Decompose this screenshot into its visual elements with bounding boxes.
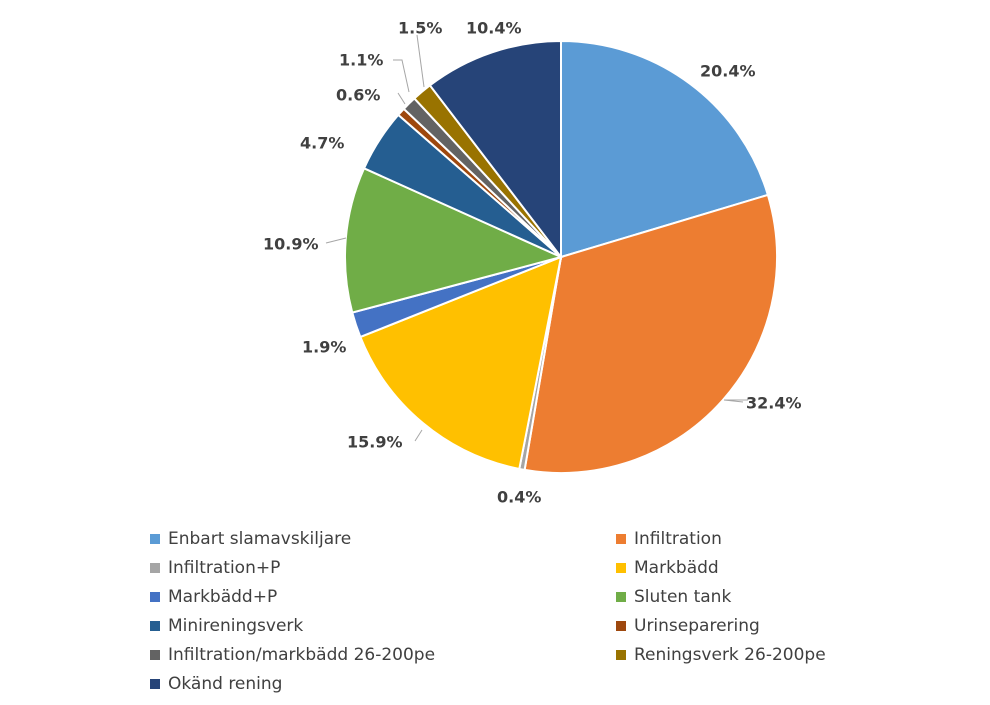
legend-swatch-8	[616, 620, 626, 631]
data-label-3: 0.4%	[497, 488, 541, 507]
data-label-8: 0.6%	[336, 86, 380, 105]
leader-line-9	[393, 59, 410, 93]
data-label-1: 20.4%	[700, 62, 756, 81]
pie-slice-11	[428, 39, 562, 260]
leader-line-4	[414, 429, 423, 442]
data-label-11: 10.4%	[466, 19, 522, 38]
legend-item-11: Okänd rening	[150, 669, 616, 698]
legend-swatch-10	[616, 649, 626, 660]
legend-swatch-4	[616, 562, 626, 573]
data-label-4: 15.9%	[347, 433, 403, 452]
legend-swatch-11	[150, 678, 160, 689]
legend-label-7: Minireningsverk	[168, 615, 304, 636]
data-label-6: 10.9%	[263, 235, 319, 254]
legend-item-3: Infiltration+P	[150, 553, 616, 582]
legend-item-8: Urinseparering	[616, 611, 906, 640]
legend-swatch-7	[150, 620, 160, 631]
legend-item-10: Reningsverk 26-200pe	[616, 640, 906, 669]
legend-item-5: Markbädd+P	[150, 582, 616, 611]
legend-label-1: Enbart slamavskiljare	[168, 528, 352, 549]
legend-item-7: Minireningsverk	[150, 611, 616, 640]
legend-item-1: Enbart slamavskiljare	[150, 524, 616, 553]
data-label-2: 32.4%	[746, 394, 802, 413]
legend-swatch-3	[150, 562, 160, 573]
legend-swatch-5	[150, 591, 160, 602]
leader-line-2	[723, 399, 748, 403]
pie-slice-1	[560, 39, 770, 259]
legend-label-11: Okänd rening	[168, 673, 283, 694]
legend-item-4: Markbädd	[616, 553, 906, 582]
legend-item-2: Infiltration	[616, 524, 906, 553]
data-label-10: 1.5%	[398, 19, 442, 38]
legend-item-9: Infiltration/markbädd 26-200pe	[150, 640, 616, 669]
leader-line-10	[416, 34, 425, 88]
legend-label-2: Infiltration	[634, 528, 722, 549]
legend-label-5: Markbädd+P	[168, 586, 278, 607]
legend-swatch-1	[150, 533, 160, 544]
legend-label-9: Infiltration/markbädd 26-200pe	[168, 644, 436, 665]
data-label-9: 1.1%	[339, 51, 383, 70]
legend-swatch-6	[616, 591, 626, 602]
legend-label-8: Urinseparering	[634, 615, 760, 636]
pie-slice-2	[523, 193, 778, 474]
leader-line-6	[325, 237, 347, 244]
leader-line-8	[397, 92, 406, 105]
chart-legend: Enbart slamavskiljare Infiltration Infiltr…	[150, 524, 910, 698]
pie-slice-4	[359, 255, 563, 471]
legend-label-3: Infiltration+P	[168, 557, 281, 578]
data-label-7: 4.7%	[300, 134, 344, 153]
legend-label-4: Markbädd	[634, 557, 719, 578]
data-label-5: 1.9%	[302, 338, 346, 357]
legend-swatch-2	[616, 533, 626, 544]
legend-item-6: Sluten tank	[616, 582, 906, 611]
legend-label-10: Reningsverk 26-200pe	[634, 644, 826, 665]
legend-swatch-9	[150, 649, 160, 660]
pie-slice-6	[343, 166, 564, 314]
legend-label-6: Sluten tank	[634, 586, 732, 607]
